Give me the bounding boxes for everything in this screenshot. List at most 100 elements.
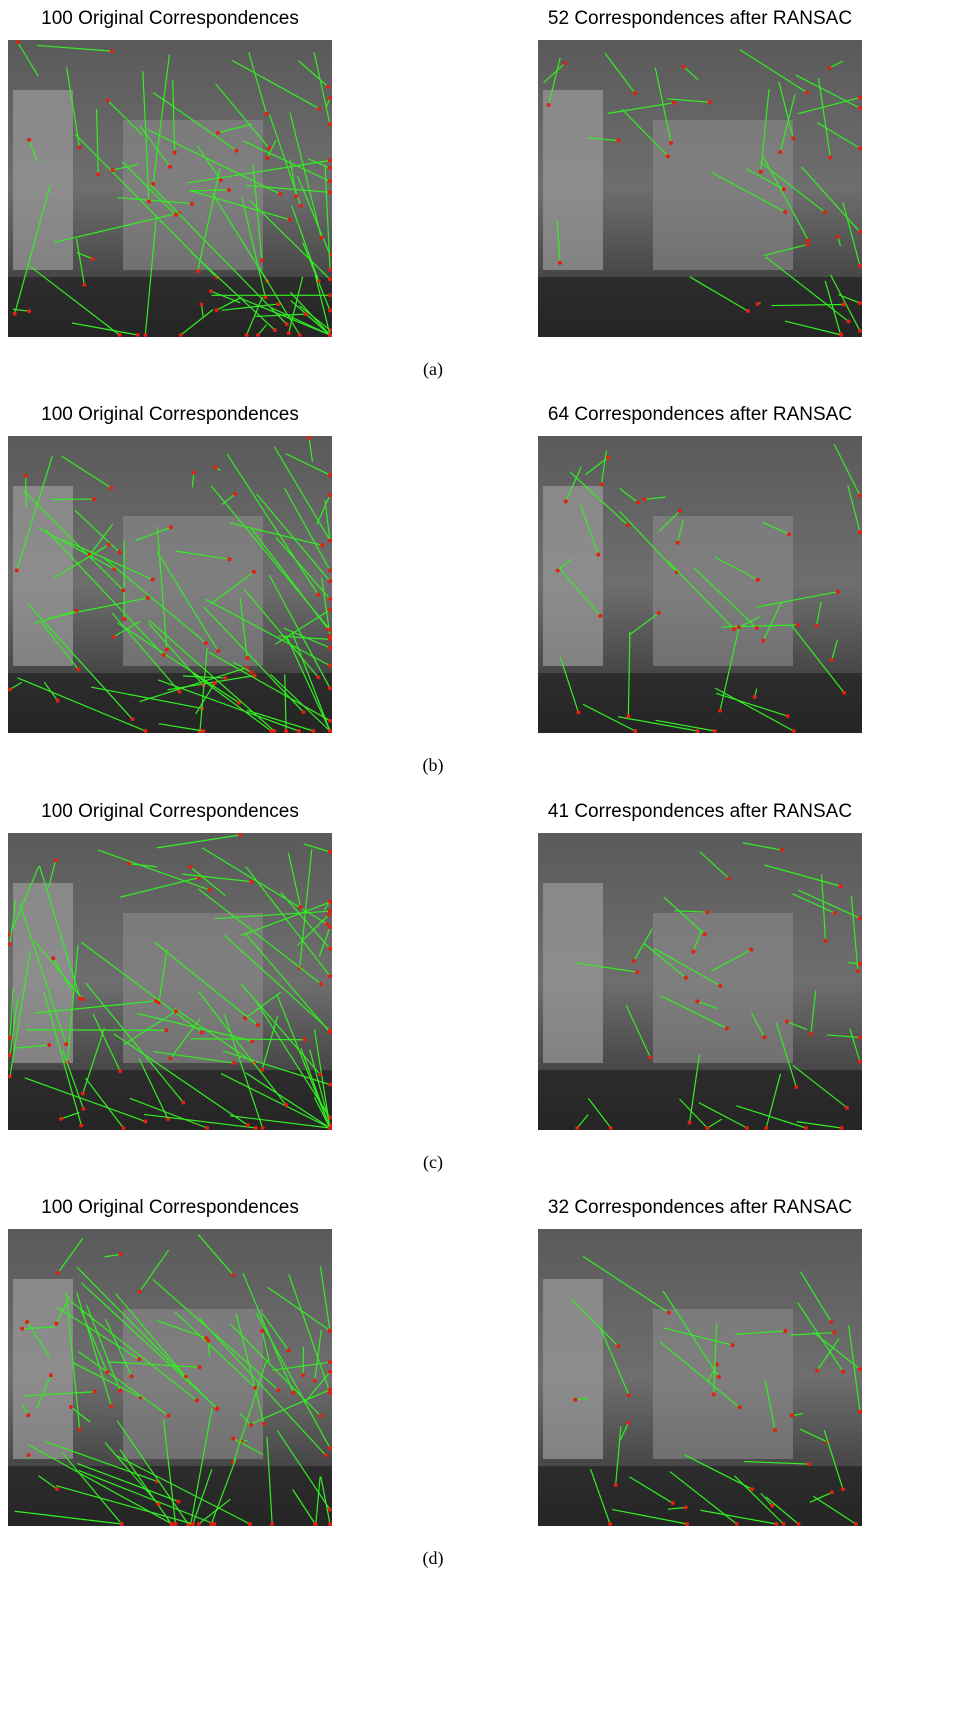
keypoint [684, 1506, 688, 1510]
keypoint [130, 717, 134, 721]
keypoint [173, 151, 177, 155]
keypoint [291, 1391, 295, 1395]
keypoint [213, 681, 217, 685]
keypoint [78, 1427, 82, 1431]
keypoint [750, 1487, 754, 1491]
photo [8, 40, 332, 337]
keypoint [328, 122, 332, 126]
keypoint [238, 833, 242, 837]
keypoint [328, 190, 332, 194]
keypoint [298, 333, 302, 337]
keypoint [563, 61, 567, 65]
keypoint [841, 1370, 845, 1374]
keypoint [206, 1339, 210, 1343]
keypoint [755, 626, 759, 630]
photo-table [538, 1466, 862, 1526]
keypoint [792, 729, 796, 733]
keypoint [705, 1126, 709, 1130]
keypoint [725, 1026, 729, 1030]
keypoint [804, 1126, 808, 1130]
photo-board [13, 90, 73, 270]
keypoint [616, 139, 620, 143]
keypoint [705, 910, 709, 914]
keypoint [8, 1074, 12, 1078]
keypoint [328, 925, 332, 929]
keypoint [168, 165, 172, 169]
keypoint [809, 1032, 813, 1036]
keypoint [8, 1053, 12, 1057]
keypoint [756, 302, 760, 306]
keypoint [807, 1462, 811, 1466]
keypoint [858, 962, 862, 966]
keypoint [81, 1107, 85, 1111]
keypoint [79, 1123, 83, 1127]
keypoint [633, 729, 637, 733]
keypoint [59, 1117, 63, 1121]
keypoint [829, 1320, 833, 1324]
keypoint [181, 1101, 185, 1105]
keypoint [245, 656, 249, 660]
keypoint [216, 649, 220, 653]
keypoint [233, 492, 237, 496]
keypoint [858, 1035, 862, 1039]
keypoint [858, 1060, 862, 1064]
keypoint [328, 729, 332, 733]
keypoint [127, 862, 131, 866]
keypoint [285, 322, 289, 326]
keypoint [118, 1389, 122, 1393]
keypoint [328, 493, 332, 497]
keypoint [209, 1522, 213, 1526]
keypoint [294, 194, 298, 198]
keypoint [191, 1522, 195, 1526]
keypoint [223, 676, 227, 680]
keypoint [842, 691, 846, 695]
keypoint [69, 1405, 73, 1409]
keypoint [328, 96, 332, 100]
keypoint [111, 168, 115, 172]
keypoint [248, 1522, 252, 1526]
keypoint [105, 1370, 109, 1374]
keypoint [231, 1273, 235, 1277]
keypoint [110, 49, 114, 53]
photo-table [8, 673, 332, 733]
keypoint [260, 1329, 264, 1333]
keypoint [783, 210, 787, 214]
keypoint [328, 646, 332, 650]
keypoint [328, 579, 332, 583]
left-title: 100 Original Correspondences [41, 8, 299, 29]
caption: (d) [423, 1548, 444, 1569]
keypoint [830, 658, 834, 662]
keypoint [727, 877, 731, 881]
keypoint [805, 91, 809, 95]
keypoint [845, 1106, 849, 1110]
photo [538, 436, 862, 733]
keypoint [326, 85, 330, 89]
keypoint [318, 1073, 322, 1077]
keypoint [287, 1348, 291, 1352]
keypoint [328, 1388, 332, 1392]
keypoint [319, 235, 323, 239]
keypoint [54, 858, 58, 862]
keypoint [328, 277, 332, 281]
keypoint [317, 107, 321, 111]
photo-box [653, 120, 793, 270]
keypoint [328, 719, 332, 723]
keypoint [815, 1369, 819, 1373]
keypoint [216, 131, 220, 135]
keypoint [307, 436, 311, 440]
keypoint [626, 714, 630, 718]
keypoint [606, 456, 610, 460]
keypoint [272, 729, 276, 733]
photo-board [543, 883, 603, 1063]
keypoint [558, 261, 562, 265]
keypoint [328, 253, 332, 257]
keypoint [147, 200, 151, 204]
keypoint [213, 465, 217, 469]
keypoint [703, 932, 707, 936]
keypoint [15, 568, 19, 572]
keypoint [177, 1500, 181, 1504]
keypoint [64, 1042, 68, 1046]
keypoint [120, 1522, 124, 1526]
keypoint [304, 312, 308, 316]
keypoint [219, 178, 223, 182]
